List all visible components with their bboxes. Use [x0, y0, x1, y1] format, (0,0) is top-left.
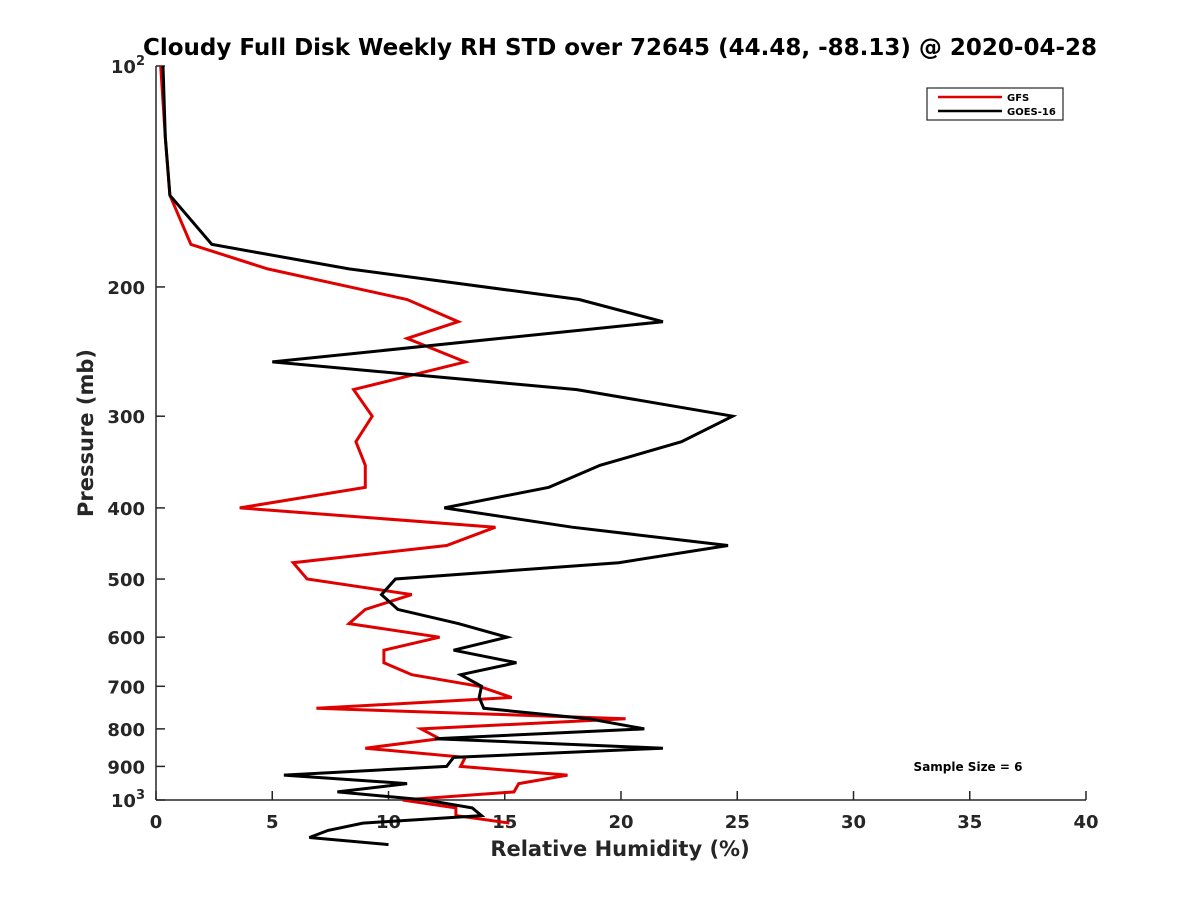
y-ticks: 102 200 300 400 500 600 700 800 900 103 — [107, 54, 165, 812]
y-tick-label: 102 — [111, 54, 145, 78]
x-tick-label: 35 — [957, 812, 982, 833]
y-tick-label: 800 — [107, 720, 145, 741]
legend: GFS GOES-16 — [926, 87, 1064, 121]
y-tick-label: 103 — [111, 788, 145, 812]
y-tick-label: 900 — [107, 757, 145, 778]
legend-box — [926, 87, 1064, 121]
series-line-goes-16 — [161, 65, 738, 847]
y-tick-label: 500 — [107, 570, 145, 591]
x-tick-label: 5 — [266, 812, 279, 833]
legend-label: GFS — [1007, 93, 1029, 104]
y-tick-label: 400 — [107, 499, 145, 520]
x-tick-label: 0 — [150, 812, 163, 833]
y-tick-label: 700 — [107, 677, 145, 698]
y-tick-label: 300 — [107, 407, 145, 428]
x-tick-label: 30 — [841, 812, 866, 833]
x-tick-label: 20 — [608, 812, 633, 833]
y-axis-label: Pressure (mb) — [74, 349, 98, 517]
sample-size-annotation: Sample Size = 6 — [914, 760, 1023, 774]
x-ticks: 0 5 10 15 20 25 30 35 40 — [150, 791, 1099, 833]
y-tick-label: 600 — [107, 628, 145, 649]
plot-frame — [155, 66, 1086, 801]
x-tick-label: 25 — [725, 812, 750, 833]
series-layer — [159, 65, 738, 847]
legend-label: GOES-16 — [1007, 107, 1056, 118]
y-tick-label: 200 — [107, 278, 145, 299]
x-axis-label: Relative Humidity (%) — [490, 837, 749, 861]
series-line-gfs — [159, 65, 626, 825]
chart-title: Cloudy Full Disk Weekly RH STD over 7264… — [143, 35, 1097, 61]
x-tick-label: 40 — [1073, 812, 1098, 833]
